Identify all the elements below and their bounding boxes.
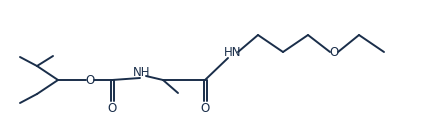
- Text: O: O: [330, 46, 338, 58]
- Text: NH: NH: [133, 65, 151, 79]
- Text: O: O: [200, 102, 210, 114]
- Text: HN: HN: [224, 46, 242, 58]
- Text: O: O: [107, 102, 116, 114]
- Text: O: O: [85, 74, 95, 86]
